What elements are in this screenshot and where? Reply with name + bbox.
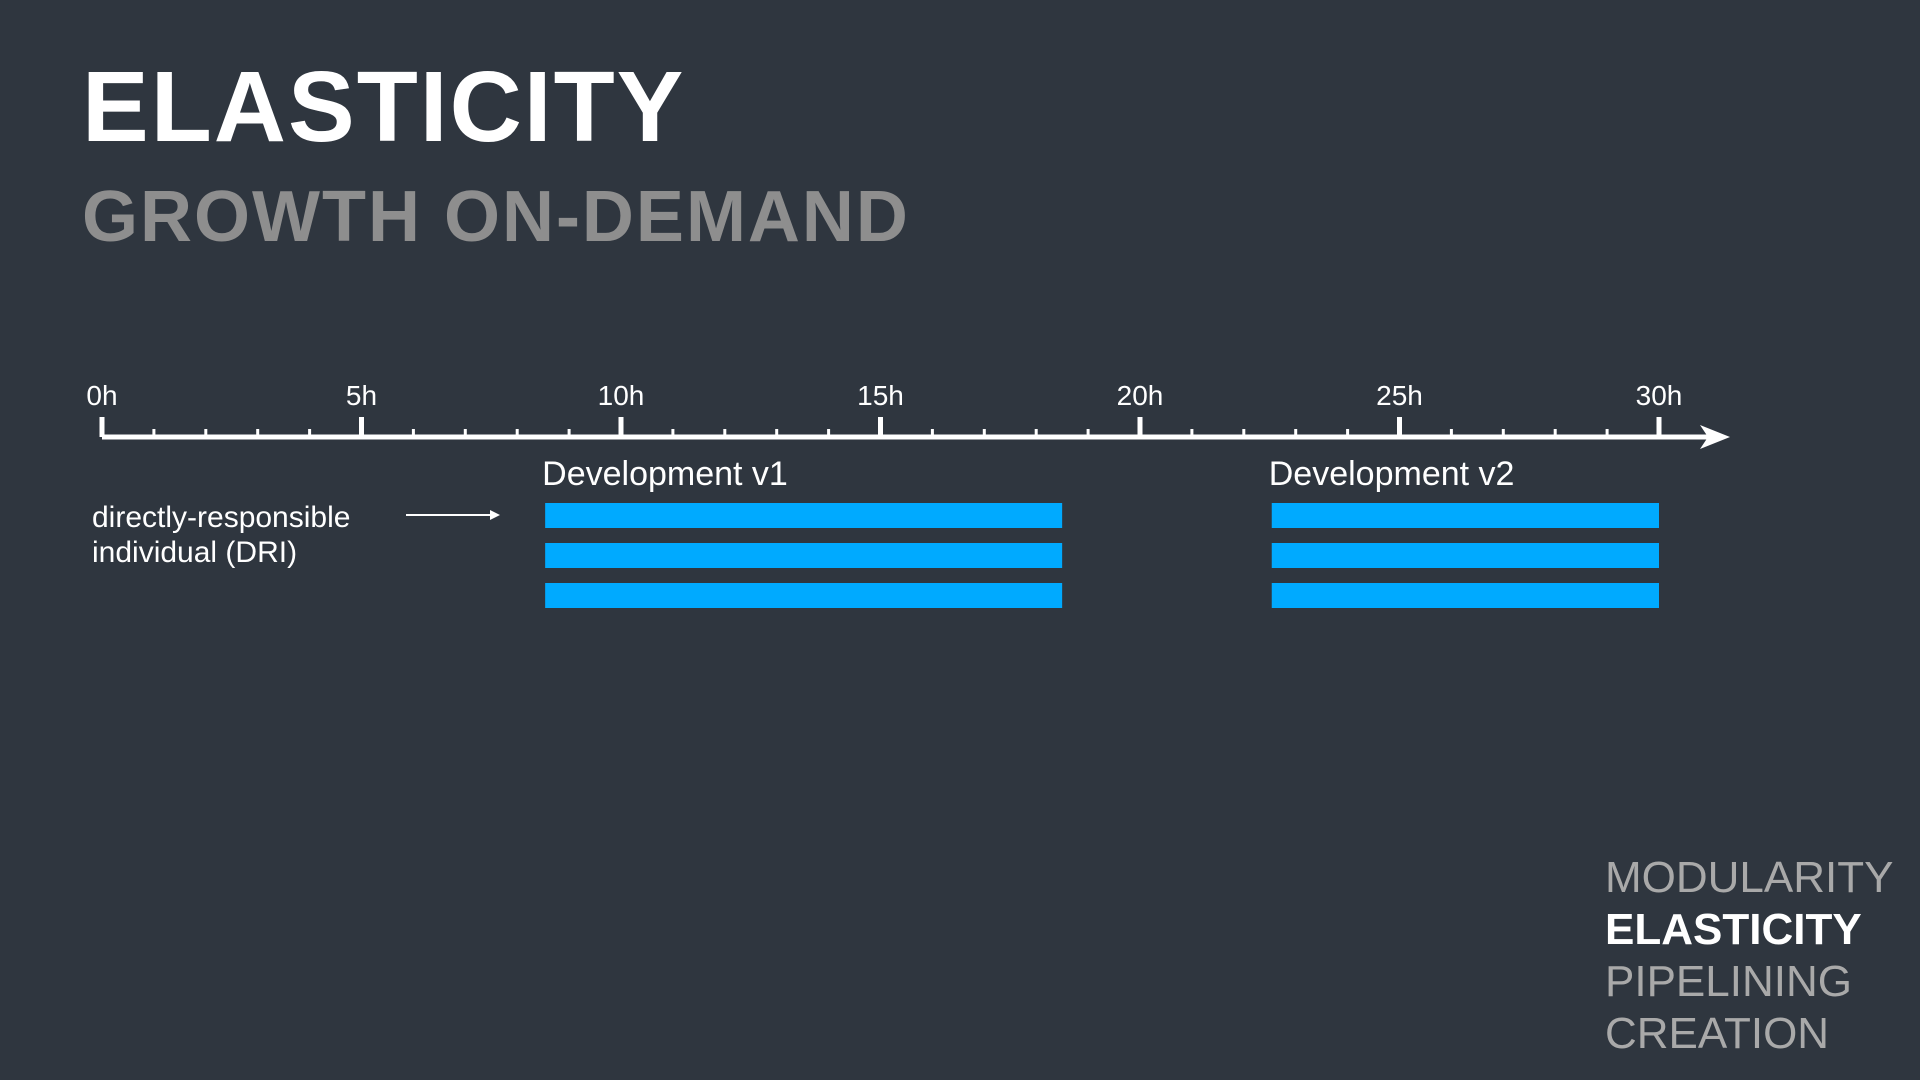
dri-annotation: directly-responsible individual (DRI): [92, 501, 500, 569]
phase-bar-lane-3: [1271, 583, 1659, 608]
dri-label-line1: directly-responsible: [92, 501, 350, 534]
tick-label-10h: 10h: [598, 380, 645, 411]
tick-label-5h: 5h: [346, 380, 377, 411]
tick-label-20h: 20h: [1117, 380, 1164, 411]
nav-item-creation[interactable]: CREATION: [1605, 1009, 1830, 1058]
phase-bar-lane-3: [545, 583, 1063, 608]
phase-2: Development v2: [1269, 455, 1659, 608]
phase-label: Development v2: [1269, 455, 1515, 493]
dri-label-line2: individual (DRI): [92, 536, 297, 569]
phase-bar-lane-1: [1271, 503, 1659, 528]
tick-label-30h: 30h: [1636, 380, 1683, 411]
timeline-axis: 0h 5h 10h 15h 20h 25h 30h: [86, 380, 1730, 449]
phase-label: Development v1: [542, 455, 788, 493]
phase-bar-lane-1: [545, 503, 1063, 528]
section-nav: MODULARITY ELASTICITY PIPELINING CREATIO…: [1605, 852, 1893, 1060]
phases: Development v1 Development v2: [542, 455, 1659, 608]
phase-1: Development v1: [542, 455, 1063, 608]
tick-label-15h: 15h: [857, 380, 904, 411]
phase-bar-lane-2: [1271, 543, 1659, 568]
slide-title: ELASTICITY: [82, 51, 686, 163]
tick-label-0h: 0h: [86, 380, 117, 411]
nav-item-modularity[interactable]: MODULARITY: [1605, 853, 1894, 902]
nav-item-pipelining[interactable]: PIPELINING: [1605, 957, 1852, 1006]
slide-subtitle: GROWTH ON-DEMAND: [82, 177, 910, 257]
phase-bar-lane-2: [545, 543, 1063, 568]
tick-label-25h: 25h: [1376, 380, 1423, 411]
dri-arrow-head: [490, 510, 500, 520]
axis-arrowhead: [1700, 425, 1730, 449]
nav-item-elasticity[interactable]: ELASTICITY: [1605, 905, 1862, 954]
